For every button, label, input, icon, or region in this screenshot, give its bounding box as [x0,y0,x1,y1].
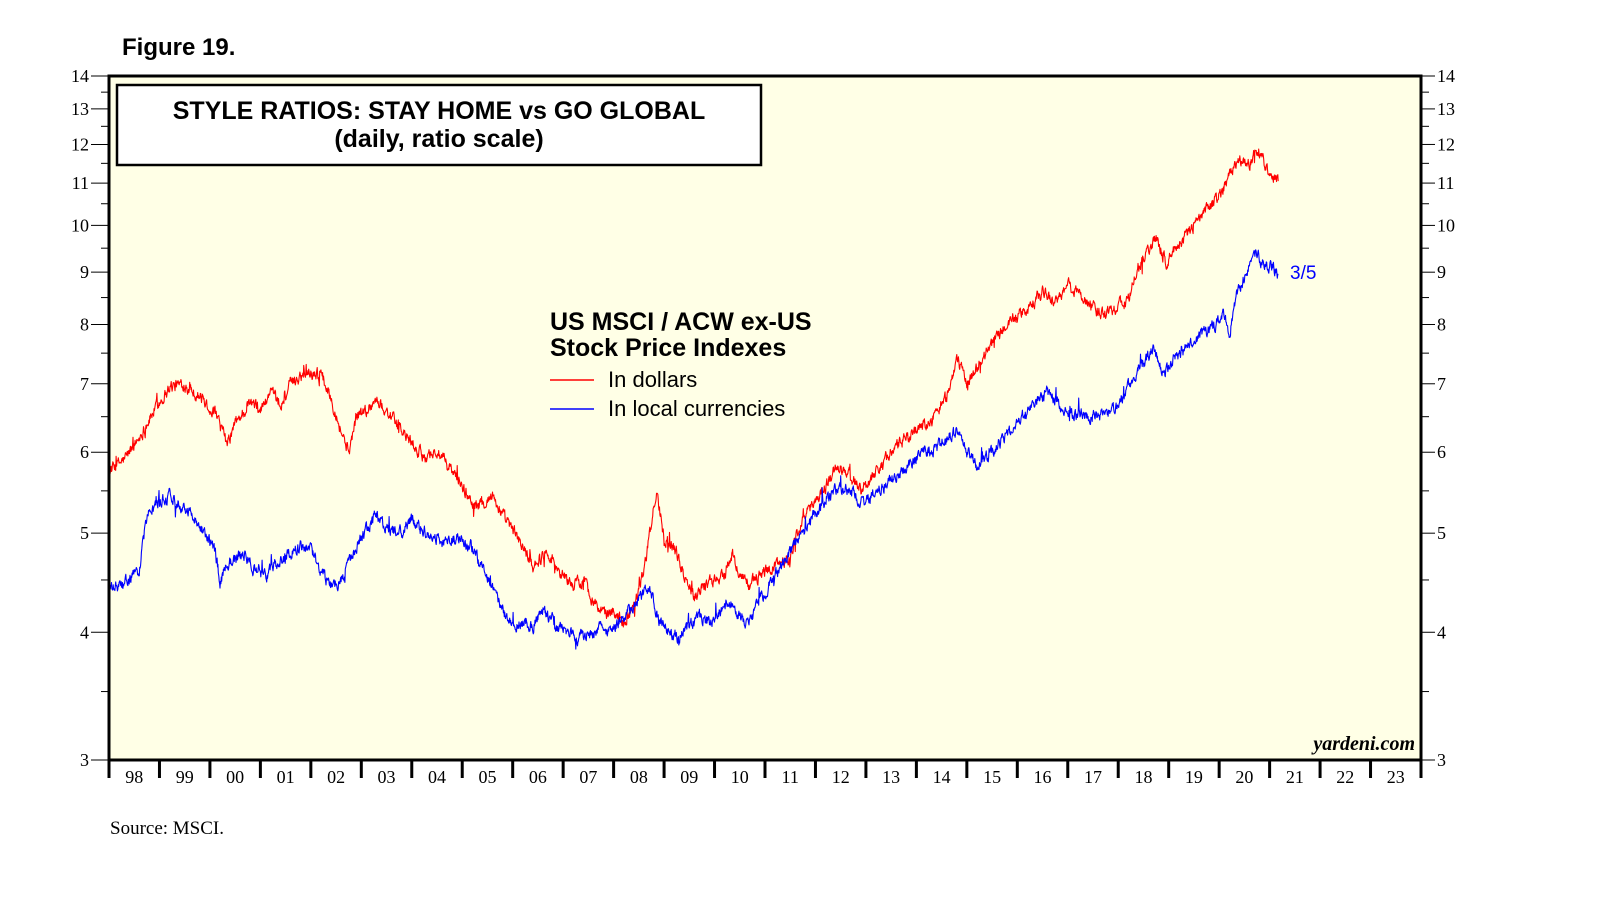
y-tick-label-left: 6 [80,442,89,462]
y-tick-label-left: 3 [80,750,89,770]
series-layer [108,148,1279,650]
figure-label: Figure 19. [122,34,236,61]
x-tick-label: 04 [428,767,446,787]
y-tick-label-right: 5 [1437,523,1446,543]
x-tick-label: 09 [680,767,698,787]
legend-title-line2: Stock Price Indexes [550,334,786,362]
x-tick-label: 23 [1387,767,1405,787]
x-tick-label: 99 [176,767,194,787]
y-tick-label-right: 9 [1437,262,1446,282]
title-box [115,83,763,167]
x-tick-label: 15 [983,767,1001,787]
x-tick-label: 10 [731,767,749,787]
x-tick-label: 20 [1235,767,1253,787]
x-tick-label: 17 [1084,767,1102,787]
y-tick-label-right: 6 [1437,442,1446,462]
x-tick-label: 07 [579,767,597,787]
y-tick-label-left: 13 [71,99,89,119]
legend-label-dollars: In dollars [608,367,697,392]
x-tick-label: 00 [226,767,244,787]
chart-subtitle: (daily, ratio scale) [334,125,543,153]
y-tick-label-right: 10 [1437,215,1455,235]
y-tick-label-right: 14 [1437,66,1455,86]
chart-title: STYLE RATIOS: STAY HOME vs GO GLOBAL [173,97,705,125]
y-tick-label-left: 10 [71,215,89,235]
x-tick-label: 12 [832,767,850,787]
x-tick-label: 14 [933,767,951,787]
y-tick-label-right: 12 [1437,134,1455,154]
watermark: yardeni.com [1311,733,1415,755]
plot-background [109,76,1421,760]
x-tick-label: 98 [125,767,143,787]
y-tick-label-right: 7 [1437,374,1446,394]
x-tick-label: 02 [327,767,345,787]
y-tick-label-left: 4 [80,622,89,642]
x-tick-label: 06 [529,767,547,787]
x-tick-label: 21 [1286,767,1304,787]
series-line-local [108,249,1279,650]
y-tick-label-left: 12 [71,134,89,154]
y-axis-right-labels: 3 4 5 6 7 8 9 10 11 12 13 14 [1437,66,1455,770]
x-tick-label: 22 [1336,767,1354,787]
x-tick-label: 05 [478,767,496,787]
x-tick-label: 16 [1034,767,1052,787]
end-date-label: 3/5 [1290,263,1316,284]
plot-frame [107,74,1423,762]
y-tick-label-left: 9 [80,262,89,282]
y-tick-label-right: 13 [1437,99,1455,119]
y-axis-left-labels: 3 4 5 6 7 8 9 10 11 12 13 14 [71,66,89,770]
y-tick-label-left: 11 [72,173,89,193]
y-tick-label-left: 7 [80,374,89,394]
y-tick-label-right: 11 [1437,173,1454,193]
x-axis-labels: 98 99 00 01 02 03 04 05 06 07 08 09 10 11 12 13 14 15 16 17… [125,767,1405,787]
x-tick-label: 03 [378,767,396,787]
source-note: Source: MSCI. [110,818,224,839]
x-tick-label: 13 [882,767,900,787]
y-tick-label-right: 8 [1437,314,1446,334]
y-tick-label-right: 3 [1437,750,1446,770]
x-tick-label: 11 [782,767,799,787]
y-tick-label-left: 5 [80,523,89,543]
y-tick-label-right: 4 [1437,622,1446,642]
x-tick-label: 08 [630,767,648,787]
x-tick-label: 19 [1185,767,1203,787]
y-tick-label-left: 8 [80,314,89,334]
legend-label-local: In local currencies [608,396,785,421]
x-tick-label: 18 [1134,767,1152,787]
series-line-dollars [108,148,1279,628]
y-tick-label-left: 14 [71,66,89,86]
legend-title-line1: US MSCI / ACW ex-US [550,308,812,336]
x-tick-label: 01 [277,767,295,787]
